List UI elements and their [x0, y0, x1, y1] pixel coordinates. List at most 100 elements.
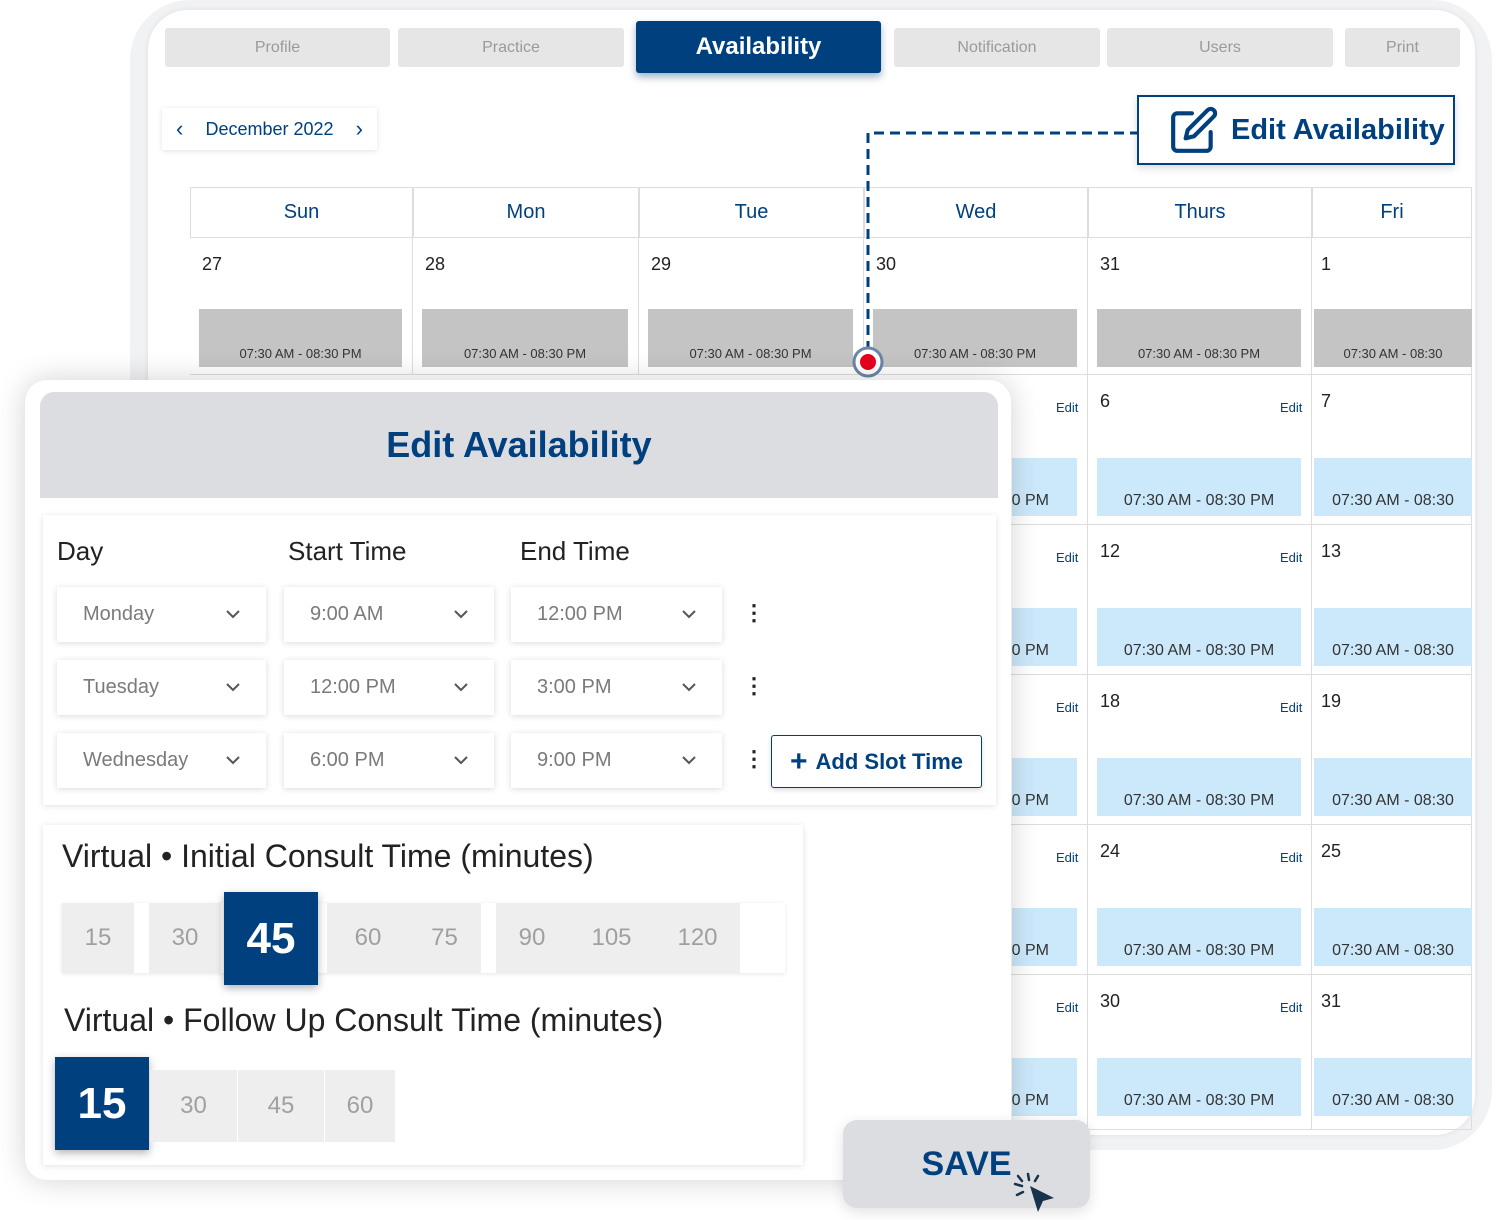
- availability-slot[interactable]: 07:30 AM - 08:30 PM: [1097, 608, 1301, 666]
- date-number: 24: [1100, 841, 1121, 861]
- availability-slot[interactable]: 07:30 AM - 08:30 PM: [648, 309, 853, 367]
- save-label: SAVE: [921, 1144, 1012, 1183]
- end-select[interactable]: 9:00 PM: [511, 733, 722, 788]
- end-select[interactable]: 12:00 PM: [511, 587, 722, 642]
- calendar-cell[interactable]: [1088, 238, 1312, 375]
- start-value: 12:00 PM: [310, 676, 396, 698]
- save-button[interactable]: SAVE: [843, 1120, 1090, 1208]
- kebab-menu-icon[interactable]: ⋮: [743, 602, 765, 624]
- edit-link[interactable]: Edit: [1056, 700, 1079, 715]
- availability-slot[interactable]: 07:30 AM - 08:30: [1314, 608, 1472, 666]
- initial-option-120[interactable]: 120: [655, 903, 740, 973]
- calendar-cell[interactable]: [1088, 975, 1312, 1130]
- edit-link[interactable]: Edit: [1056, 1000, 1079, 1015]
- availability-slot[interactable]: 07:30 AM - 08:30: [1314, 1058, 1472, 1116]
- edit-link[interactable]: Edit: [1280, 550, 1303, 565]
- availability-slot[interactable]: 0 PM: [1012, 608, 1077, 666]
- chevron-left-icon[interactable]: ‹: [176, 116, 184, 141]
- chevron-down-icon: [454, 683, 468, 692]
- chevron-right-icon[interactable]: ›: [355, 116, 363, 141]
- start-select[interactable]: 6:00 PM: [284, 733, 494, 788]
- availability-slot[interactable]: 07:30 AM - 08:30: [1314, 458, 1472, 516]
- start-select[interactable]: 12:00 PM: [284, 660, 494, 715]
- date-number: 27: [202, 254, 223, 274]
- followup-option-30[interactable]: 30: [150, 1070, 237, 1142]
- kebab-menu-icon[interactable]: ⋮: [743, 675, 765, 697]
- day-select[interactable]: Tuesday: [57, 660, 266, 715]
- availability-slot[interactable]: 07:30 AM - 08:30 PM: [1097, 309, 1301, 367]
- availability-slot[interactable]: 0 PM: [1012, 458, 1077, 516]
- end-select[interactable]: 3:00 PM: [511, 660, 722, 715]
- chevron-down-icon: [682, 610, 696, 619]
- chevron-down-icon: [226, 610, 240, 619]
- edit-link[interactable]: Edit: [1056, 850, 1079, 865]
- kebab-menu-icon[interactable]: ⋮: [743, 748, 765, 770]
- calendar-cell[interactable]: [639, 238, 864, 375]
- initial-option-30[interactable]: 30: [149, 903, 221, 973]
- day-select[interactable]: Wednesday: [57, 733, 266, 788]
- availability-slot[interactable]: 07:30 AM - 08:30 PM: [1097, 908, 1301, 966]
- followup-option-45[interactable]: 45: [238, 1070, 324, 1142]
- start-value: 9:00 AM: [310, 603, 384, 625]
- availability-slot[interactable]: 0 PM: [1012, 758, 1077, 816]
- start-select[interactable]: 9:00 AM: [284, 587, 494, 642]
- initial-option-15[interactable]: 15: [62, 903, 134, 973]
- tab-print[interactable]: Print: [1345, 28, 1460, 67]
- availability-slot[interactable]: 0 PM: [1012, 908, 1077, 966]
- edit-link[interactable]: Edit: [1056, 550, 1079, 565]
- date-number: 28: [425, 254, 446, 274]
- initial-option-105[interactable]: 105: [568, 903, 655, 973]
- tab-profile[interactable]: Profile: [165, 28, 390, 67]
- day-header-tue: Tue: [639, 187, 864, 238]
- followup-option-15[interactable]: 15: [55, 1057, 149, 1150]
- calendar-cell[interactable]: [1312, 525, 1472, 675]
- chevron-down-icon: [454, 610, 468, 619]
- day-select[interactable]: Monday: [57, 587, 266, 642]
- edit-availability-button[interactable]: Edit Availability: [1137, 95, 1455, 165]
- edit-icon: [1171, 106, 1218, 153]
- edit-link[interactable]: Edit: [1056, 400, 1079, 415]
- calendar-cell[interactable]: [1312, 375, 1472, 525]
- initial-option-45[interactable]: 45: [224, 892, 318, 985]
- availability-slot[interactable]: 0 PM: [1012, 1058, 1077, 1116]
- initial-option-75[interactable]: 75: [408, 903, 481, 973]
- calendar-cell[interactable]: [1312, 238, 1472, 375]
- edit-link[interactable]: Edit: [1280, 850, 1303, 865]
- availability-slot[interactable]: 07:30 AM - 08:30 PM: [199, 309, 402, 367]
- month-label: December 2022: [205, 118, 334, 139]
- calendar-cell[interactable]: [1312, 675, 1472, 825]
- initial-option-90[interactable]: 90: [496, 903, 568, 973]
- edit-link[interactable]: Edit: [1280, 700, 1303, 715]
- availability-slot[interactable]: 07:30 AM - 08:30: [1314, 908, 1472, 966]
- calendar-cell[interactable]: [1088, 375, 1312, 525]
- availability-slot[interactable]: 07:30 AM - 08:30 PM: [873, 309, 1077, 367]
- tab-users[interactable]: Users: [1107, 28, 1333, 67]
- availability-slot[interactable]: 07:30 AM - 08:30: [1314, 309, 1472, 367]
- date-number: 30: [876, 254, 897, 274]
- availability-slot[interactable]: 07:30 AM - 08:30 PM: [1097, 1058, 1301, 1116]
- end-value: 12:00 PM: [537, 603, 623, 625]
- date-number: 6: [1100, 391, 1111, 411]
- calendar-cell[interactable]: [1088, 825, 1312, 975]
- availability-slot[interactable]: 07:30 AM - 08:30 PM: [1097, 458, 1301, 516]
- calendar-cell[interactable]: [1312, 825, 1472, 975]
- tab-practice[interactable]: Practice: [398, 28, 624, 67]
- availability-slot[interactable]: 07:30 AM - 08:30: [1314, 758, 1472, 816]
- calendar-cell[interactable]: [413, 238, 639, 375]
- tab-notification[interactable]: Notification: [894, 28, 1100, 67]
- add-slot-time-button[interactable]: + Add Slot Time: [771, 735, 982, 788]
- followup-option-60[interactable]: 60: [325, 1070, 395, 1142]
- calendar-cell[interactable]: [1088, 525, 1312, 675]
- initial-option-60[interactable]: 60: [327, 903, 409, 973]
- edit-link[interactable]: Edit: [1280, 1000, 1303, 1015]
- calendar-cell[interactable]: [1088, 675, 1312, 825]
- availability-slot[interactable]: 07:30 AM - 08:30 PM: [422, 309, 628, 367]
- tab-availability[interactable]: Availability: [636, 21, 881, 73]
- calendar-cell[interactable]: [190, 238, 413, 375]
- day-value: Wednesday: [83, 749, 189, 771]
- calendar-cell[interactable]: [1312, 975, 1472, 1130]
- availability-slot[interactable]: 07:30 AM - 08:30 PM: [1097, 758, 1301, 816]
- date-number: 1: [1321, 254, 1332, 274]
- chevron-down-icon: [454, 756, 468, 765]
- edit-link[interactable]: Edit: [1280, 400, 1303, 415]
